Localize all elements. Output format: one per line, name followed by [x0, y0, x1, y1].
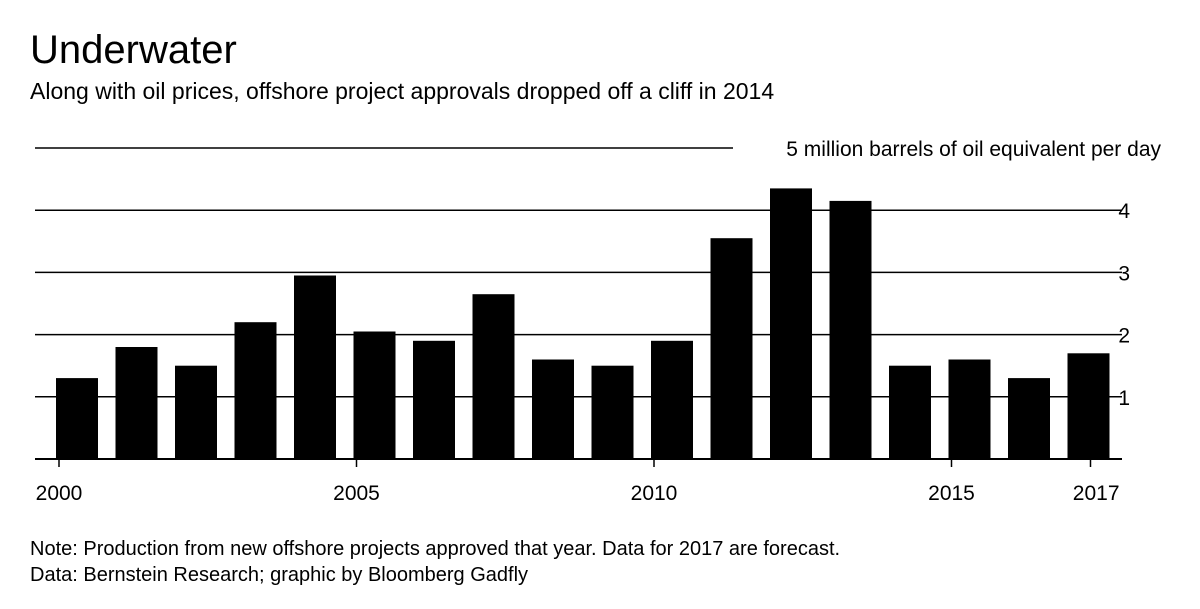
chart-source: Data: Bernstein Research; graphic by Blo…	[30, 564, 529, 586]
bar-2011	[710, 238, 753, 459]
y-tick-label-3: 3	[1118, 262, 1130, 285]
bar-2017	[1067, 353, 1110, 459]
bar-2013	[829, 200, 872, 459]
bar-2007	[472, 294, 515, 459]
bar-2001	[115, 347, 158, 459]
bar-2000	[56, 378, 98, 459]
bar-2009	[591, 365, 634, 459]
chart-note: Note: Production from new offshore proje…	[30, 538, 841, 560]
y-tick-label-1: 1	[1118, 387, 1130, 410]
y-tick-label-5: 5 million barrels of oil equivalent per …	[786, 138, 1161, 161]
bar-2005	[353, 331, 396, 459]
bar-2015	[948, 359, 991, 459]
bar-2002	[175, 365, 217, 459]
x-tick-label-2000: 2000	[36, 482, 83, 505]
bar-2008	[532, 359, 574, 459]
x-tick-label-2005: 2005	[333, 482, 380, 505]
y-tick-label-2: 2	[1118, 325, 1130, 348]
bar-2003	[234, 322, 277, 459]
bar-2014	[889, 365, 931, 459]
x-tick-label-2017: 2017	[1073, 482, 1120, 505]
x-tick-label-2010: 2010	[631, 482, 678, 505]
bar-2010	[651, 340, 693, 459]
y-tick-label-4: 4	[1118, 200, 1130, 223]
bar-2016	[1008, 378, 1050, 459]
footnotes: Note: Production from new offshore proje…	[30, 536, 840, 588]
chart-subtitle: Along with oil prices, offshore project …	[30, 78, 775, 104]
x-tick-label-2015: 2015	[928, 482, 975, 505]
chart-title: Underwater	[30, 28, 237, 72]
bar-2012	[770, 188, 812, 459]
bar-2004	[294, 275, 336, 459]
bar-2006	[413, 340, 455, 459]
